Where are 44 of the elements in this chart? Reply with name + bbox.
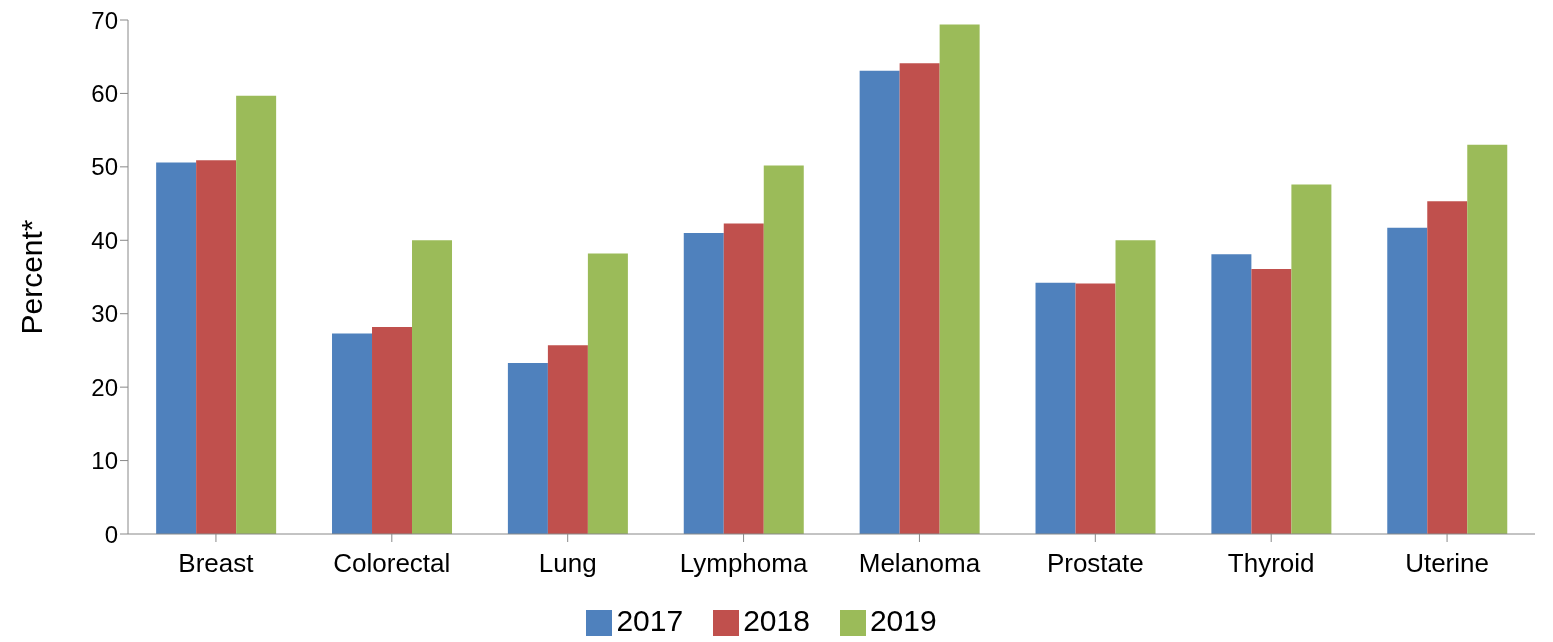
y-tick-label: 0 bbox=[104, 520, 118, 548]
bar bbox=[372, 326, 413, 534]
bar bbox=[332, 333, 373, 534]
x-tick-label: Breast bbox=[178, 548, 255, 579]
bar bbox=[1075, 283, 1116, 534]
x-tick-label: Prostate bbox=[1046, 548, 1144, 579]
y-tick-label: 70 bbox=[91, 6, 118, 34]
y-tick-label: 30 bbox=[91, 300, 118, 328]
bar bbox=[1427, 201, 1468, 534]
y-tick-label: 40 bbox=[91, 226, 118, 254]
bar bbox=[587, 253, 628, 534]
x-tick-label: Colorectal bbox=[333, 548, 451, 579]
y-tick-label: 60 bbox=[91, 79, 118, 107]
bar bbox=[1467, 144, 1508, 534]
legend-label: 2018 bbox=[743, 604, 810, 637]
x-tick-label: Melanoma bbox=[858, 548, 981, 579]
bar bbox=[939, 24, 980, 534]
bar bbox=[763, 165, 804, 534]
bar bbox=[859, 70, 900, 534]
x-tick-label: Lung bbox=[538, 548, 597, 579]
bar bbox=[236, 95, 277, 534]
y-tick-label: 50 bbox=[91, 153, 118, 181]
bar bbox=[899, 63, 940, 534]
bar bbox=[1211, 254, 1252, 534]
legend-label: 2019 bbox=[869, 604, 937, 637]
y-tick-label: 10 bbox=[91, 447, 118, 475]
x-tick-label: Uterine bbox=[1405, 548, 1489, 579]
y-axis-title: Percent* bbox=[14, 219, 48, 335]
bar bbox=[412, 240, 453, 534]
bar bbox=[547, 345, 588, 534]
x-tick-label: Thyroid bbox=[1227, 548, 1315, 579]
bar bbox=[1251, 268, 1292, 534]
bar bbox=[1115, 240, 1156, 534]
bar bbox=[507, 362, 548, 534]
bar bbox=[1035, 282, 1076, 534]
bar bbox=[683, 232, 724, 534]
bar bbox=[196, 160, 237, 534]
bar bbox=[723, 223, 764, 534]
bar bbox=[1291, 184, 1332, 534]
legend-label: 2017 bbox=[616, 604, 684, 637]
bar bbox=[156, 162, 197, 534]
y-tick-label: 20 bbox=[91, 373, 118, 401]
x-tick-label: Lymphoma bbox=[679, 548, 808, 579]
bar bbox=[1387, 227, 1428, 534]
